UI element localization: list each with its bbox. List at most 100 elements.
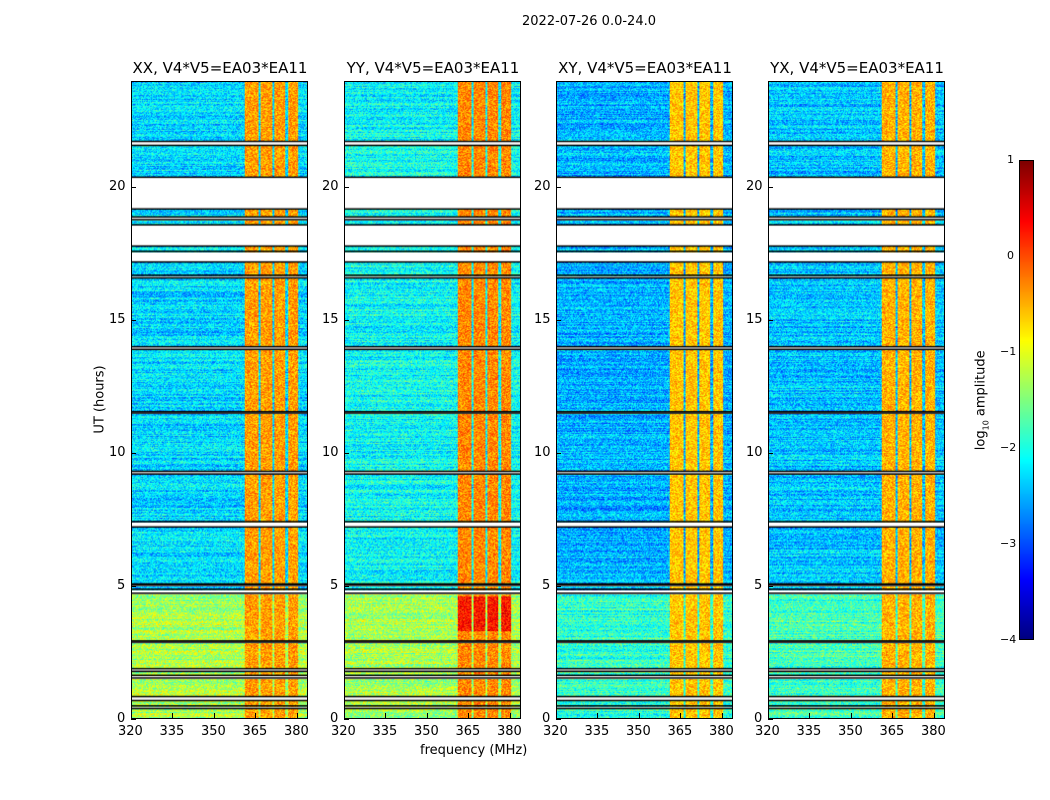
heatmap-xx — [132, 82, 307, 718]
y-tick-mark — [556, 453, 561, 455]
x-tick-label: 350 — [413, 724, 439, 739]
y-tick-mark — [131, 719, 136, 720]
x-tick-label: 320 — [331, 724, 356, 739]
panel-yx — [768, 81, 945, 719]
x-tick-label: 320 — [755, 724, 780, 739]
y-tick-label: 10 — [746, 445, 763, 461]
y-tick-label: 15 — [534, 312, 551, 328]
y-tick-mark — [768, 719, 773, 720]
x-tick-label: 335 — [159, 724, 185, 739]
y-tick-mark — [556, 320, 561, 322]
x-tick-label: 380 — [920, 724, 946, 739]
y-tick-mark — [768, 586, 773, 588]
y-tick-mark — [344, 320, 349, 322]
x-tick-label: 380 — [708, 724, 734, 739]
x-tick-mark — [255, 713, 257, 718]
y-tick-mark — [131, 187, 136, 189]
colorbar-gradient — [1020, 161, 1033, 639]
y-tick-mark — [344, 586, 349, 588]
y-tick-label: 15 — [322, 312, 339, 328]
panel-title-yy: YY, V4*V5=EA03*EA11 — [346, 59, 520, 77]
x-tick-mark — [850, 713, 852, 718]
y-tick-label: 0 — [330, 711, 339, 726]
colorbar-tick-label: −4 — [1000, 633, 1017, 646]
y-tick-label: 15 — [746, 312, 763, 328]
x-tick-label: 380 — [283, 724, 309, 739]
x-tick-mark — [385, 713, 387, 718]
x-tick-mark — [296, 713, 298, 718]
colorbar-label-log: log — [973, 430, 989, 451]
y-tick-label: 10 — [109, 445, 126, 461]
x-tick-mark — [213, 713, 215, 718]
colorbar-tick-label: −2 — [1000, 441, 1017, 454]
heatmap-xy — [557, 82, 732, 718]
y-tick-label: 5 — [754, 578, 763, 594]
colorbar — [1019, 160, 1034, 640]
colorbar-tick-label: −3 — [1000, 537, 1017, 550]
colorbar-tick-label: −1 — [1000, 345, 1017, 358]
y-tick-label: 0 — [542, 711, 551, 726]
heatmap-yy — [345, 82, 520, 718]
y-tick-label: 0 — [754, 711, 763, 726]
y-tick-mark — [556, 187, 561, 189]
x-tick-mark — [131, 713, 132, 718]
x-tick-label: 320 — [543, 724, 568, 739]
y-tick-mark — [344, 187, 349, 189]
x-tick-mark — [809, 713, 811, 718]
y-tick-mark — [768, 320, 773, 322]
x-tick-mark — [556, 713, 557, 718]
colorbar-label: log10 amplitude — [974, 340, 991, 460]
y-tick-mark — [131, 586, 136, 588]
panel-title-xy: XY, V4*V5=EA03*EA11 — [558, 59, 732, 77]
colorbar-tick-label: 0 — [1007, 249, 1014, 262]
y-tick-label: 10 — [322, 445, 339, 461]
x-tick-label: 365 — [879, 724, 905, 739]
y-tick-mark — [344, 453, 349, 455]
panel-title-yx: YX, V4*V5=EA03*EA11 — [770, 59, 944, 77]
y-tick-label: 5 — [117, 578, 126, 594]
x-tick-label: 335 — [372, 724, 398, 739]
x-tick-mark — [638, 713, 640, 718]
x-tick-label: 335 — [796, 724, 822, 739]
x-tick-label: 365 — [455, 724, 481, 739]
heatmap-yx — [769, 82, 944, 718]
y-axis-label: UT (hours) — [92, 365, 108, 434]
x-tick-mark — [468, 713, 470, 718]
y-tick-label: 10 — [534, 445, 551, 461]
x-tick-mark — [597, 713, 599, 718]
y-tick-label: 20 — [534, 179, 551, 195]
x-tick-mark — [172, 713, 174, 718]
y-tick-mark — [131, 320, 136, 322]
y-tick-label: 5 — [330, 578, 339, 594]
x-tick-mark — [933, 713, 935, 718]
x-tick-label: 350 — [837, 724, 863, 739]
x-tick-mark — [426, 713, 428, 718]
x-tick-mark — [721, 713, 723, 718]
colorbar-tick-label: 1 — [1007, 153, 1014, 166]
panel-yy — [344, 81, 521, 719]
x-tick-label: 365 — [242, 724, 268, 739]
y-tick-label: 20 — [746, 179, 763, 195]
x-tick-label: 335 — [584, 724, 610, 739]
y-tick-label: 15 — [109, 312, 126, 328]
y-tick-mark — [556, 586, 561, 588]
y-tick-label: 20 — [109, 179, 126, 195]
y-tick-mark — [768, 187, 773, 189]
x-tick-label: 320 — [118, 724, 143, 739]
panel-xy — [556, 81, 733, 719]
x-tick-label: 365 — [667, 724, 693, 739]
x-tick-mark — [509, 713, 511, 718]
x-tick-mark — [768, 713, 769, 718]
y-tick-mark — [131, 453, 136, 455]
y-tick-mark — [556, 719, 561, 720]
y-tick-mark — [344, 719, 349, 720]
figure-title: 2022-07-26 0.0-24.0 — [522, 14, 656, 29]
panel-xx — [131, 81, 308, 719]
x-tick-label: 350 — [200, 724, 226, 739]
colorbar-label-sub: 10 — [981, 420, 991, 431]
x-tick-mark — [344, 713, 345, 718]
y-tick-mark — [768, 453, 773, 455]
x-axis-label: frequency (MHz) — [420, 743, 528, 758]
y-tick-label: 5 — [542, 578, 551, 594]
